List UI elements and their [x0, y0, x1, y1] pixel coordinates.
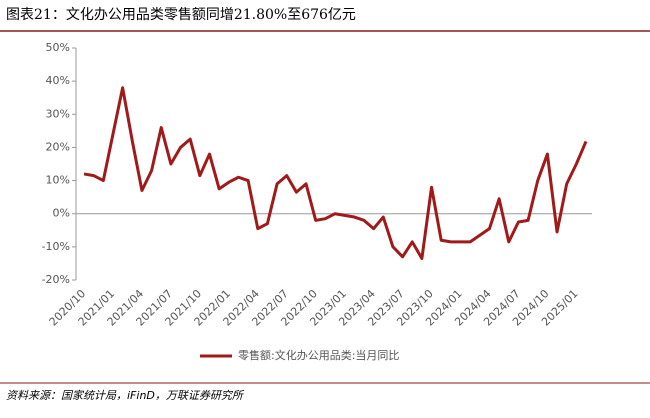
- y-tick-label: -10%: [42, 240, 70, 253]
- y-tick-label: 10%: [46, 174, 70, 187]
- y-tick-label: 50%: [46, 41, 70, 54]
- source: 资料来源：国家统计局，iFinD，万联证券研究所: [6, 389, 245, 402]
- line: [83, 86, 588, 260]
- y-tick-label: 40%: [46, 74, 70, 87]
- y-tick-label: 30%: [46, 107, 70, 120]
- y-tick-label: -20%: [42, 273, 70, 286]
- legend-label: 零售额:文化办公用品类:当月同比: [238, 348, 399, 362]
- y-tick-label: 0%: [53, 207, 70, 220]
- y-tick-label: 20%: [46, 140, 70, 153]
- chart-title: 图表21：文化办公用品类零售额同增21.80%至676亿元: [6, 7, 356, 23]
